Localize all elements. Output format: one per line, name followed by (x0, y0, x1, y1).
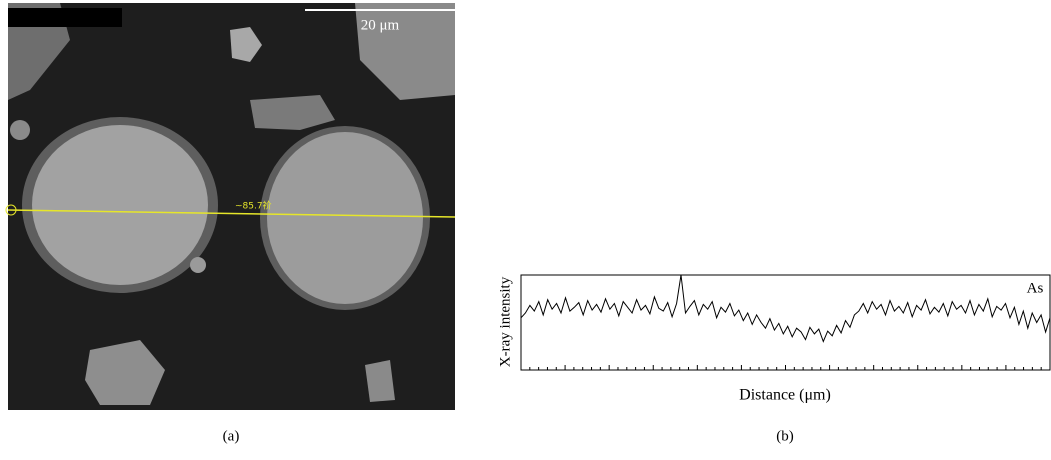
caption: (a) (223, 428, 240, 444)
data-line (521, 275, 1050, 342)
legend-entry: As (1027, 280, 1044, 296)
figure: 20 μm ~85.7祄 (a) (b) As X-ray intensity … (0, 0, 1051, 455)
particle (32, 125, 208, 285)
y-axis-label: X-ray intensity (497, 276, 513, 367)
caption: (b) (776, 428, 794, 444)
scan-label: ~85.7祄 (235, 200, 272, 212)
grain (10, 120, 30, 140)
scale-bar-label: 20 μm (361, 17, 400, 33)
particle (267, 132, 423, 304)
page: 20 μm ~85.7祄 (a) (b) As X-ray intensity … (0, 0, 1051, 460)
sem-image: 20 μm ~85.7祄 (6, 3, 455, 410)
plot-frame (521, 275, 1050, 370)
grain (365, 360, 395, 402)
redaction-box (8, 8, 122, 27)
x-axis-label: Distance (μm) (739, 387, 831, 404)
grain (190, 257, 206, 273)
